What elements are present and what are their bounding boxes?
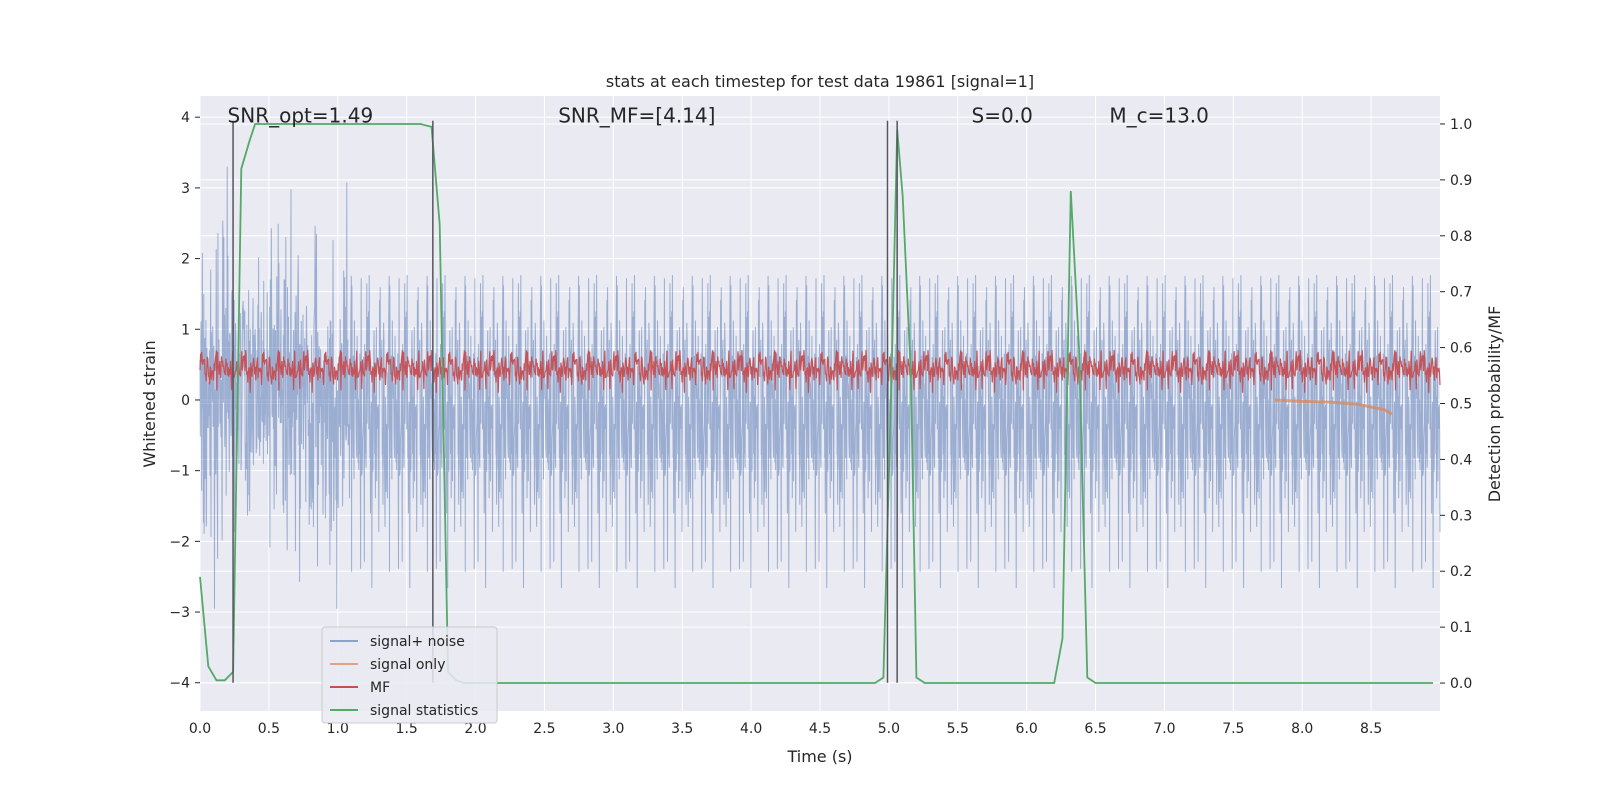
legend-item-signal-statistics: signal statistics [330,703,478,719]
y-tick-label: −4 [169,676,190,692]
annotation-snr-mf: SNR_MF=[4.14] [558,104,715,128]
x-tick-label: 0.0 [189,721,211,737]
annotation-snr-opt: SNR_opt=1.49 [228,104,374,128]
y2-tick-label: 0.8 [1450,229,1472,245]
x-tick-label: 5.5 [947,721,969,737]
x-tick-label: 3.0 [602,721,624,737]
y-tick-label: 1 [181,322,190,338]
x-tick-label: 3.5 [671,721,693,737]
annotation-s: S=0.0 [972,104,1033,128]
legend-item-signal-noise: signal+ noise [330,634,465,650]
x-tick-label: 6.0 [1016,721,1038,737]
y-tick-label: 3 [181,181,190,197]
x-tick-label: 7.5 [1222,721,1244,737]
x-tick-label: 2.5 [533,721,555,737]
tick-layer: 0.0 0.5 1.0 1.5 2.0 2.5 3.0 3.5 4.0 4.5 5.0 5.5 6.0 6… [169,110,1472,737]
series-signal-noise [199,166,1441,609]
legend-label: signal statistics [370,703,478,719]
annotation-layer: SNR_opt=1.49 SNR_MF=[4.14] S=0.0 M_c=13.0 [228,104,1209,128]
legend-label: MF [370,680,390,696]
y2-tick-label: 0.0 [1450,676,1472,692]
legend: signal+ noise signal only MF signal statist… [321,626,498,724]
y2-tick-label: 0.4 [1450,452,1472,468]
legend-box [321,626,498,724]
y2-tick-label: 0.2 [1450,564,1472,580]
chart-title: stats at each timestep for test data 198… [606,72,1034,91]
x-tick-label: 4.5 [809,721,831,737]
legend-label: signal+ noise [370,634,465,650]
y-tick-label: 4 [181,110,190,126]
y2-tick-label: 0.5 [1450,397,1472,413]
x-tick-label: 0.5 [258,721,280,737]
x-tick-label: 1.0 [327,721,349,737]
series-signal-statistics [199,123,1434,684]
y2-tick-label: 0.6 [1450,341,1472,357]
x-tick-label: 6.5 [1084,721,1106,737]
series-signal-only [1274,398,1393,416]
y-tick-label: −2 [169,534,190,550]
x-tick-label: 8.0 [1291,721,1313,737]
y2-tick-label: 1.0 [1450,117,1472,133]
y2-tick-label: 0.7 [1450,285,1472,301]
x-axis-label: Time (s) [786,747,852,766]
y-tick-label: 2 [181,252,190,268]
y2-axis-label: Detection probability/MF [1485,306,1504,503]
y-tick-label: −3 [169,605,190,621]
x-tick-label: 7.0 [1153,721,1175,737]
x-tick-label: 8.5 [1360,721,1382,737]
legend-item-mf: MF [330,680,390,696]
x-tick-label: 1.5 [396,721,418,737]
series-mf [199,350,1441,393]
x-tick-label: 4.0 [740,721,762,737]
x-tick-label: 2.0 [464,721,486,737]
data-layer [199,123,1441,684]
y2-tick-label: 0.3 [1450,508,1472,524]
legend-label: signal only [370,657,445,673]
y-tick-label: −1 [169,464,190,480]
x-tick-label: 5.0 [878,721,900,737]
y-axis-label: Whitened strain [140,340,159,467]
y2-tick-label: 0.1 [1450,620,1472,636]
marker-layer [232,120,898,683]
y2-tick-label: 0.9 [1450,173,1472,189]
legend-item-signal-only: signal only [330,657,445,673]
annotation-mc: M_c=13.0 [1109,104,1209,128]
y-tick-label: 0 [181,393,190,409]
